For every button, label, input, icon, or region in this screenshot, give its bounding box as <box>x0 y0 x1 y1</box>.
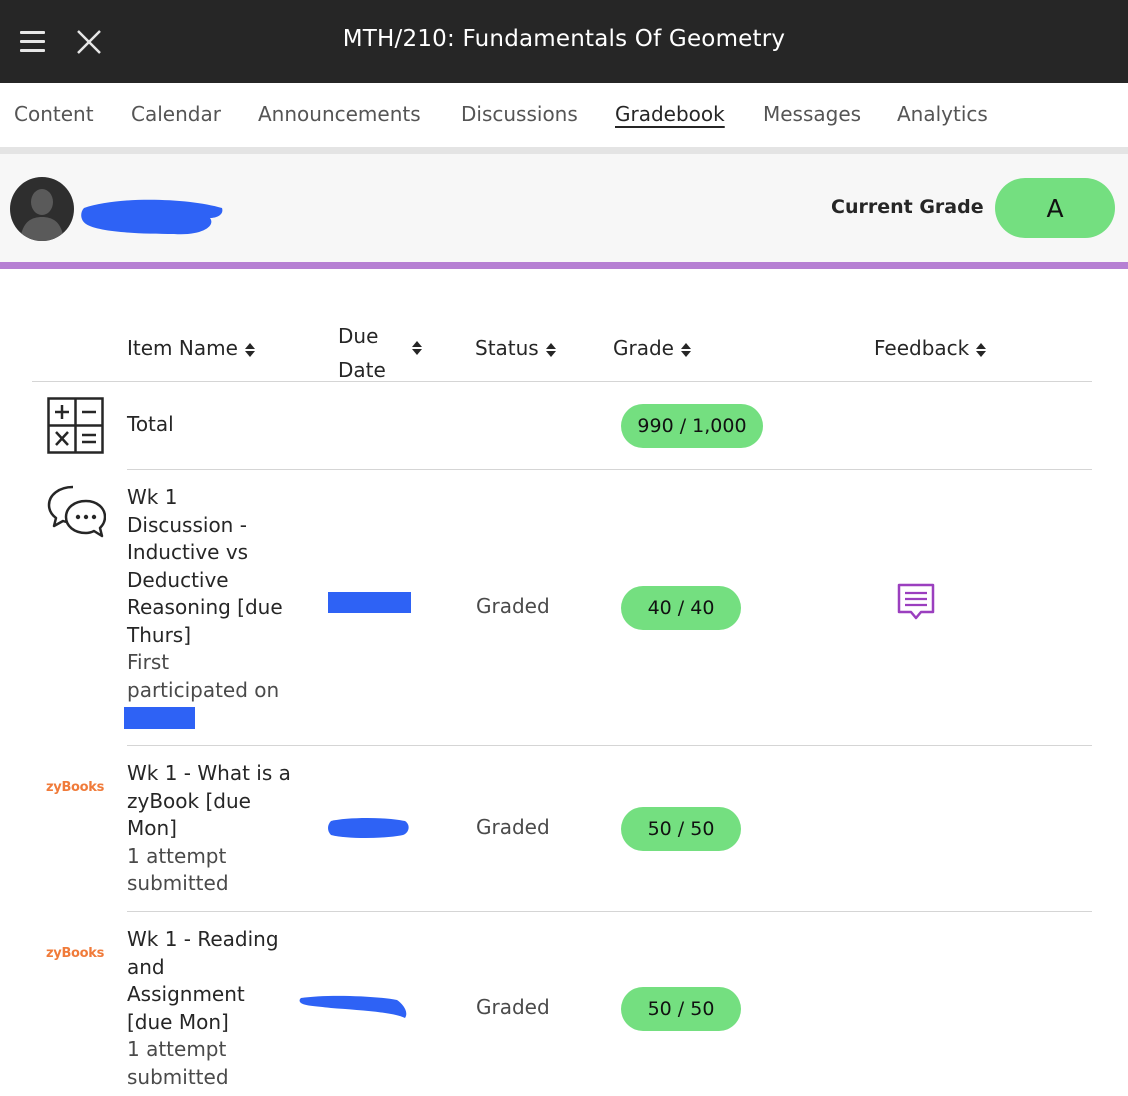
item-name-line: Wk 1 - Reading <box>127 927 279 951</box>
accent-divider <box>0 262 1128 269</box>
zybooks-logo: zyBooks <box>46 946 105 961</box>
item-grade-pill[interactable]: 50 / 50 <box>621 987 741 1031</box>
column-header-grade[interactable]: Grade <box>613 336 692 360</box>
item-grade-pill[interactable]: 40 / 40 <box>621 586 741 630</box>
sort-icon <box>680 342 691 357</box>
tab-messages[interactable]: Messages <box>763 102 862 126</box>
sort-icon <box>545 342 556 357</box>
tab-gradebook[interactable]: Gradebook <box>615 102 725 126</box>
grade-item-name[interactable]: Wk 1 - What is a zyBook [due Mon] 1 atte… <box>127 760 291 898</box>
redacted-student-name <box>81 199 223 235</box>
close-icon[interactable] <box>75 28 103 56</box>
total-label: Total <box>127 412 174 436</box>
item-grade-pill[interactable]: 50 / 50 <box>621 807 741 851</box>
item-name-line: Wk 1 - What is a <box>127 761 291 785</box>
tab-announcements[interactable]: Announcements <box>258 102 421 126</box>
item-name-line: Reasoning [due <box>127 595 283 619</box>
column-label: Feedback <box>874 336 970 360</box>
current-grade-label: Current Grade <box>831 196 984 218</box>
item-subtext-line: submitted <box>127 871 229 895</box>
sort-icon[interactable] <box>411 340 423 356</box>
calculator-icon <box>47 397 104 454</box>
hamburger-menu-icon[interactable] <box>20 31 45 53</box>
item-name-line: and <box>127 954 165 979</box>
item-name-line: [due Mon] <box>127 1009 229 1034</box>
column-header-due-date[interactable]: Due Date <box>338 319 386 387</box>
item-subtext-line: 1 attempt <box>127 1037 227 1061</box>
column-label: Due <box>338 324 379 348</box>
column-label: Status <box>475 336 539 360</box>
item-status: Graded <box>476 995 550 1019</box>
tab-discussions[interactable]: Discussions <box>461 102 578 126</box>
item-status: Graded <box>476 815 550 839</box>
column-label: Item Name <box>127 336 238 360</box>
item-name-line: Thurs] <box>127 622 192 647</box>
column-header-status[interactable]: Status <box>475 336 557 360</box>
person-icon <box>20 189 64 241</box>
grade-item-name[interactable]: Wk 1 - Reading and Assignment [due Mon] … <box>127 926 279 1091</box>
zybooks-logo: zyBooks <box>46 780 105 795</box>
column-header-item-name[interactable]: Item Name <box>127 336 256 360</box>
item-name-line: Deductive <box>127 567 229 592</box>
column-header-feedback[interactable]: Feedback <box>874 336 987 360</box>
tab-calendar[interactable]: Calendar <box>131 102 221 126</box>
item-name-line: Discussion - <box>127 512 247 537</box>
row-divider <box>127 745 1092 746</box>
column-label: Date <box>338 358 386 382</box>
item-name-line: Inductive vs <box>127 540 249 564</box>
row-divider <box>127 911 1092 912</box>
tabs-divider <box>0 147 1128 154</box>
sort-icon <box>244 342 255 357</box>
course-nav-tabs: Content Calendar Announcements Discussio… <box>0 83 1128 147</box>
current-grade-badge[interactable]: A <box>995 178 1115 238</box>
top-header: MTH/210: Fundamentals Of Geometry <box>0 0 1128 83</box>
item-subtext-line: First <box>127 650 170 674</box>
total-grade-pill[interactable]: 990 / 1,000 <box>621 404 763 448</box>
course-title: MTH/210: Fundamentals Of Geometry <box>342 26 786 52</box>
item-name-line: Mon] <box>127 816 177 840</box>
avatar <box>10 177 74 241</box>
header-divider <box>32 381 1092 382</box>
item-name-line: zyBook [due <box>127 788 251 813</box>
redacted-due-date <box>328 818 409 838</box>
grade-item-name[interactable]: Wk 1 Discussion - Inductive vs Deductive… <box>127 484 283 704</box>
row-divider <box>127 469 1092 470</box>
tab-content[interactable]: Content <box>14 102 94 126</box>
discussion-icon <box>47 485 106 538</box>
redacted-date <box>124 707 195 729</box>
column-label: Grade <box>613 336 674 360</box>
item-subtext-line: submitted <box>127 1064 229 1089</box>
item-subtext-line: participated on <box>127 677 280 702</box>
student-summary: Current Grade A <box>0 154 1128 262</box>
sort-icon <box>976 342 987 357</box>
item-name-line: Assignment <box>127 982 245 1006</box>
redacted-due-date <box>299 995 407 1018</box>
tab-analytics[interactable]: Analytics <box>897 102 988 126</box>
redacted-due-date <box>328 592 411 613</box>
item-subtext-line: 1 attempt <box>127 843 227 868</box>
item-status: Graded <box>476 594 550 618</box>
feedback-icon[interactable] <box>897 583 935 621</box>
item-name-line: Wk 1 <box>127 485 178 509</box>
